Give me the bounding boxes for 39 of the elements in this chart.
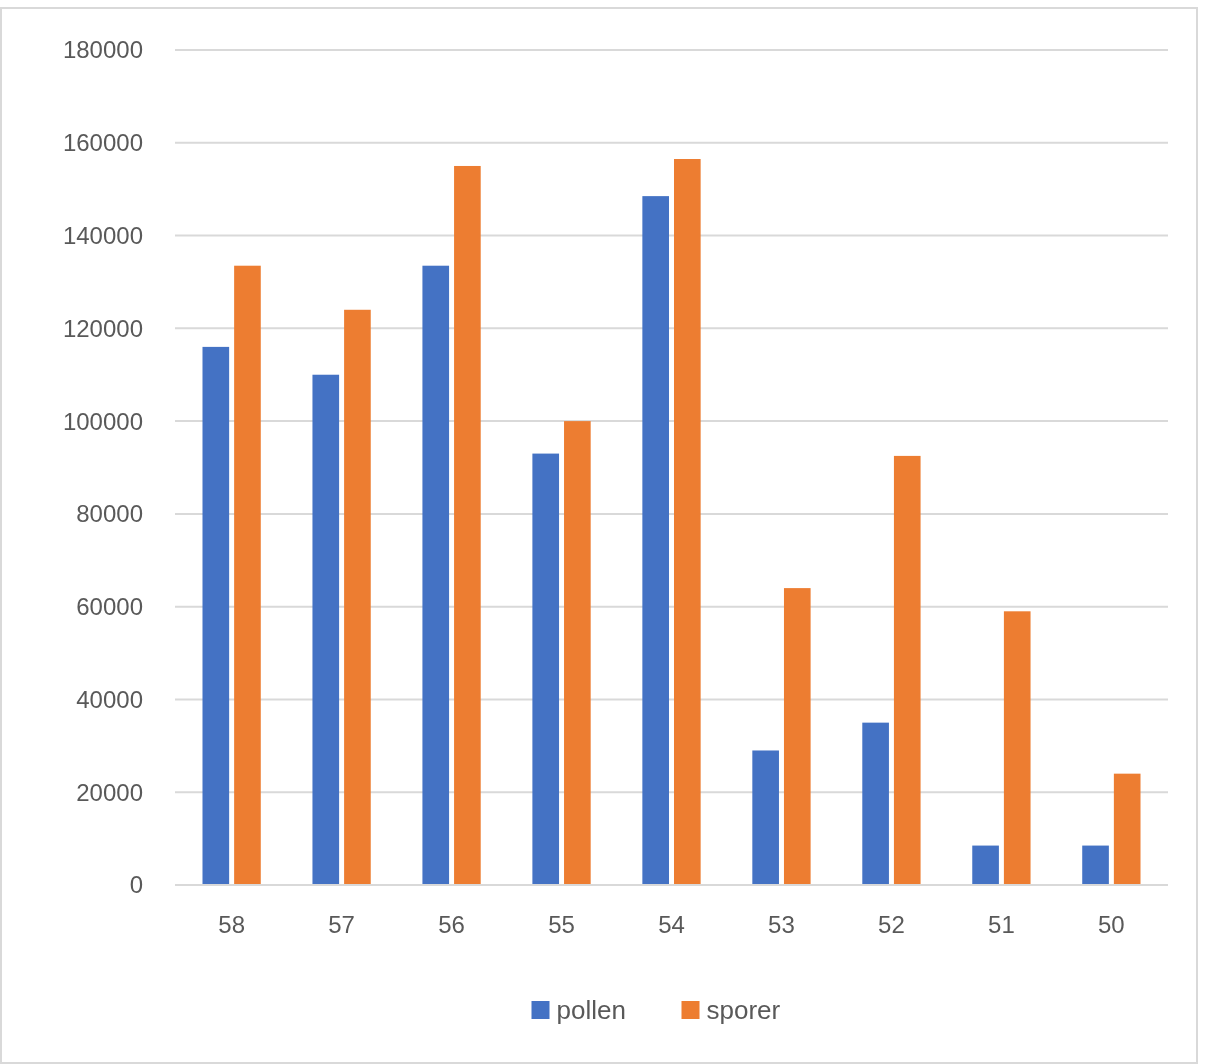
x-tick-label: 52 [878,911,905,938]
y-tick-label: 180000 [62,36,143,64]
legend-label: sporer [706,995,781,1026]
y-tick-label: 40000 [76,685,143,713]
x-tick-label: 56 [438,911,465,938]
bar [972,845,999,885]
bar [454,165,481,885]
y-tick-label: 120000 [62,314,143,342]
bar [642,196,669,885]
x-tick-label: 58 [218,911,245,938]
bar [1003,611,1031,885]
y-tick-label: 20000 [76,778,143,806]
legend-label: pollen [556,995,626,1026]
y-tick-label: 80000 [76,500,143,528]
x-tick-label: 57 [328,911,355,938]
x-tick-label: 55 [548,911,575,938]
x-tick-label: 54 [658,911,685,938]
bar [422,265,450,885]
bar [344,309,371,885]
bar [752,750,779,885]
x-tick-label: 53 [768,911,795,938]
bar [564,421,591,885]
bar [202,346,230,885]
x-tick-label: 50 [1098,911,1125,938]
bar [312,374,340,885]
bar [783,588,811,885]
y-tick-label: 160000 [62,129,143,157]
y-tick-label: 140000 [62,221,143,249]
y-tick-label: 0 [129,871,143,899]
x-tick-label: 51 [988,911,1015,938]
bar [234,265,261,885]
y-tick-label: 100000 [62,407,143,435]
bar [1113,773,1141,885]
bar [1082,845,1109,885]
y-tick-label: 60000 [76,593,143,621]
bar [532,453,560,885]
bar [674,159,701,885]
bar [862,722,889,885]
bar [893,455,921,885]
